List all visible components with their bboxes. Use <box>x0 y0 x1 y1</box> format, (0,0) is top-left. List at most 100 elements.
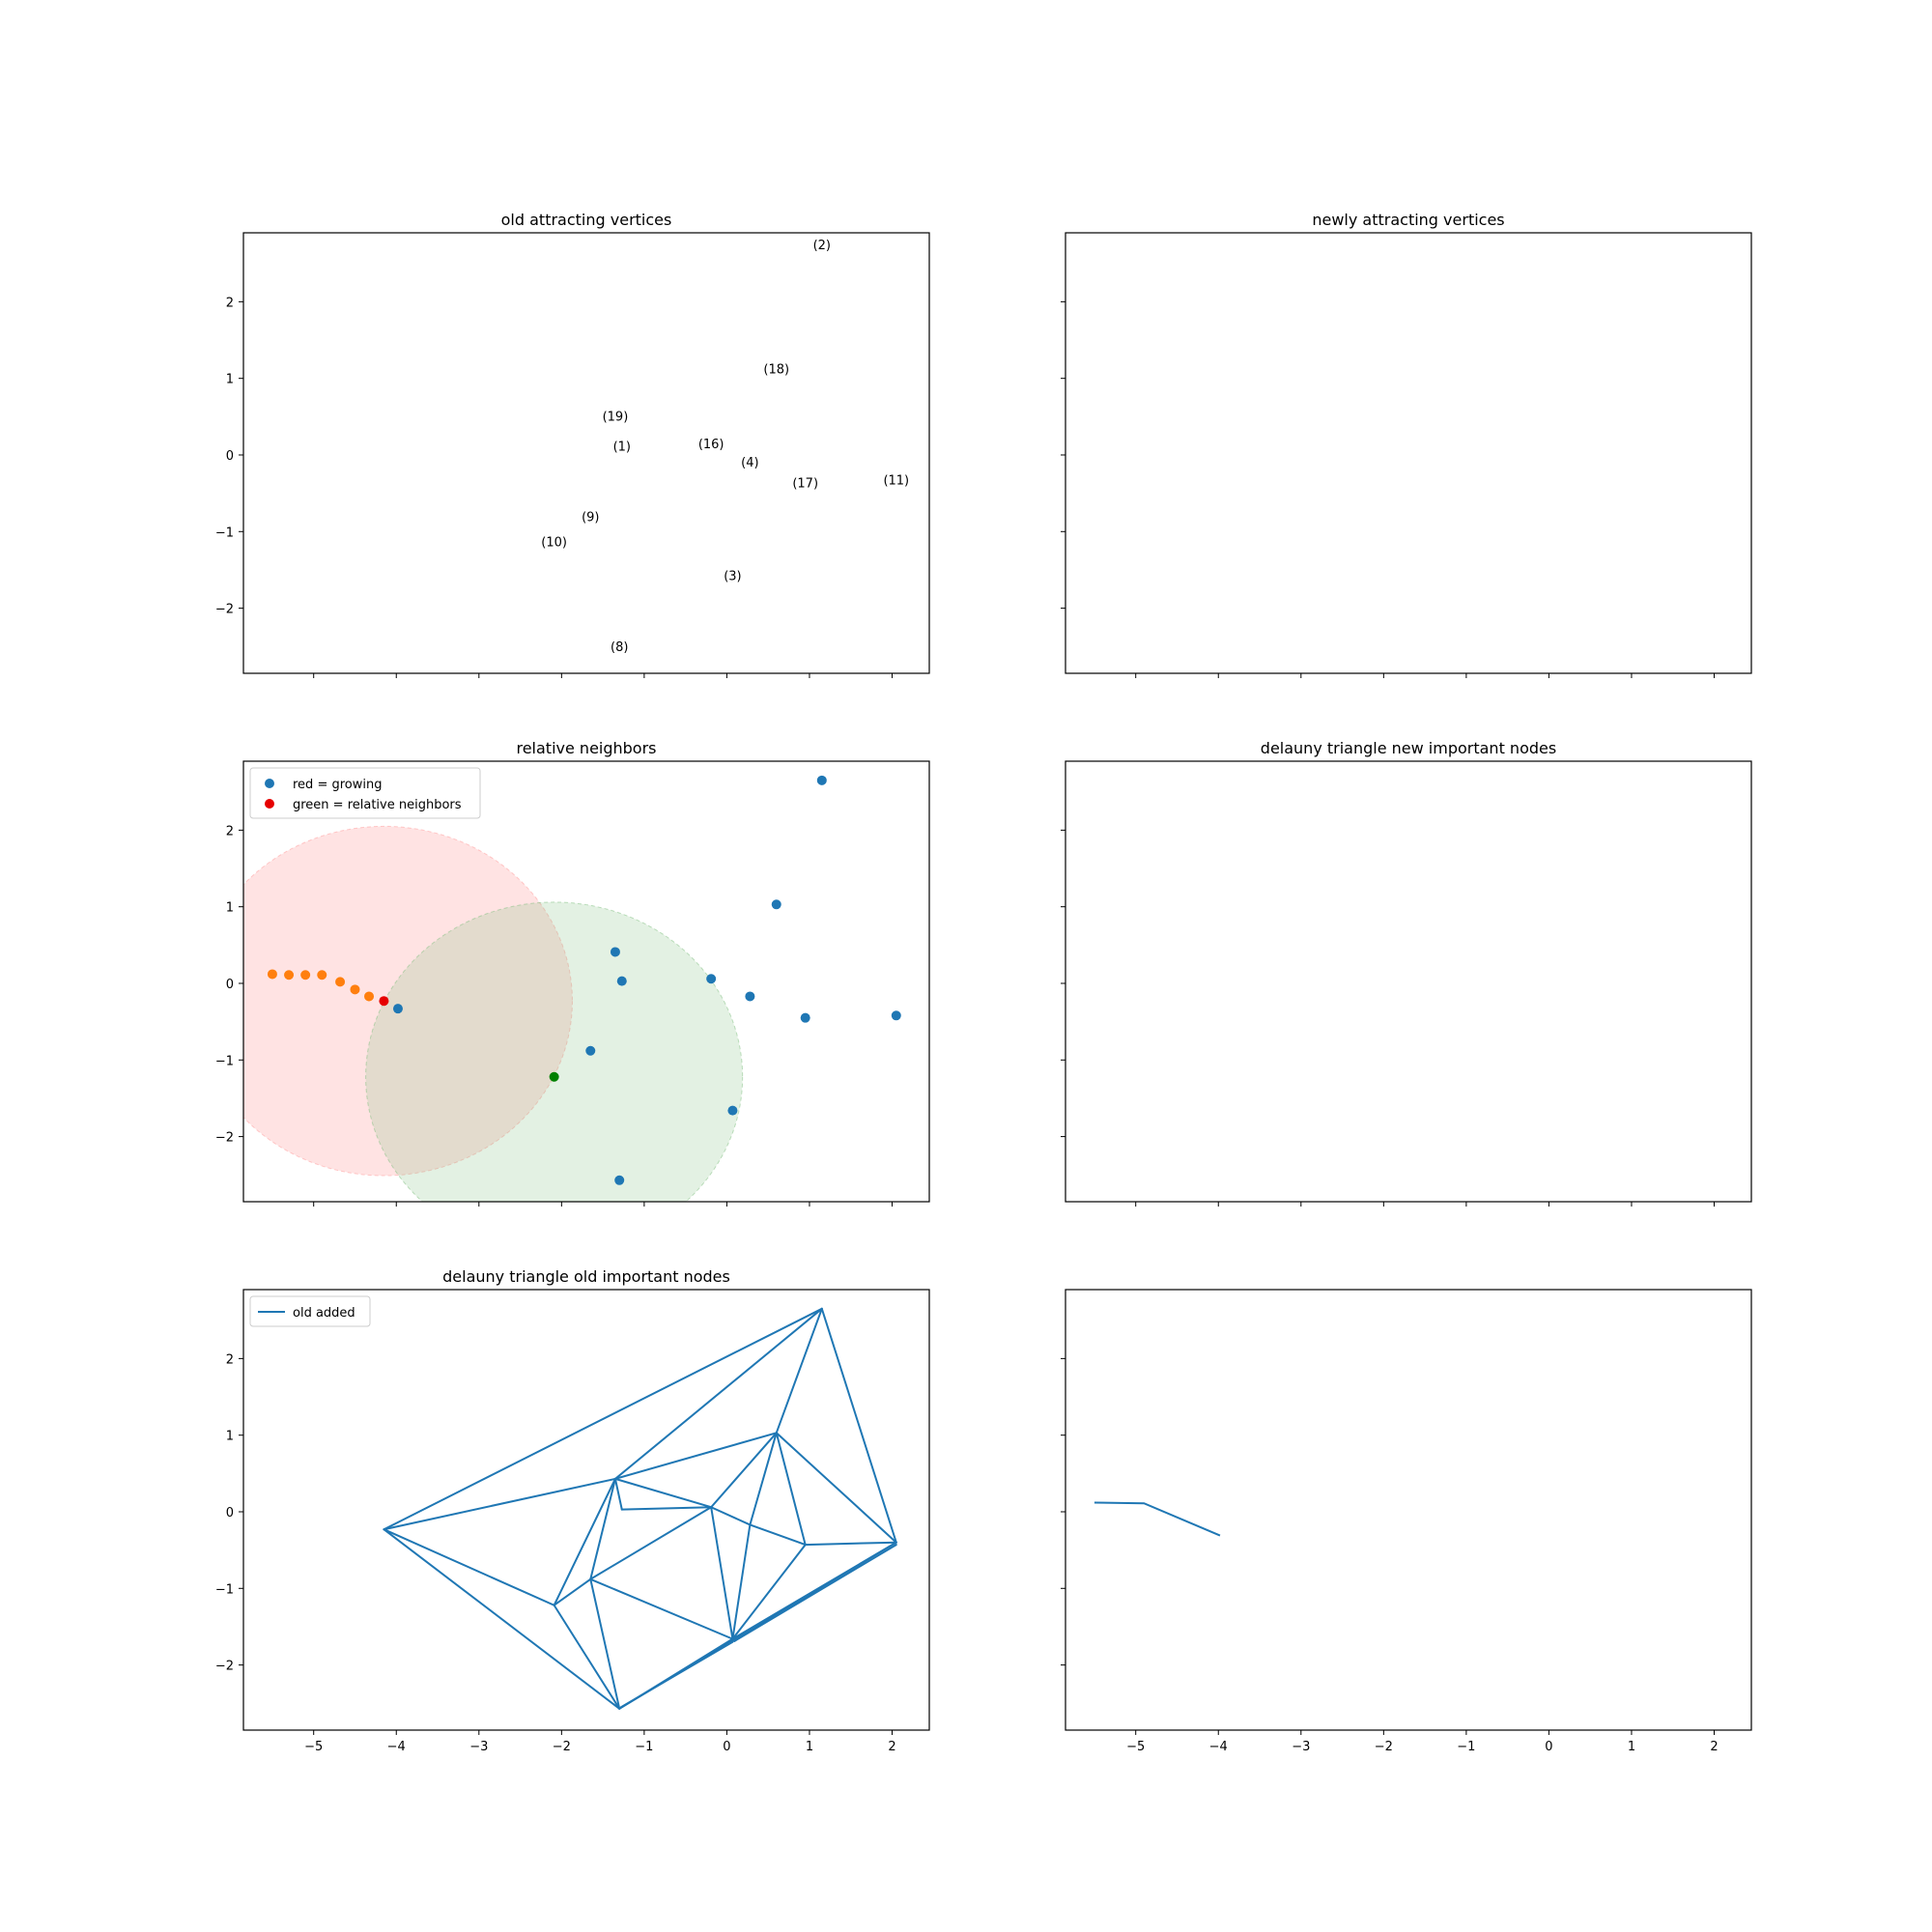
vertex-label: (9) <box>582 510 599 525</box>
x-tick-label: 0 <box>723 1740 730 1754</box>
plot-area-rel <box>243 775 901 1202</box>
y-tick-label: −1 <box>215 526 234 540</box>
plot-area-dright <box>1094 1501 1221 1537</box>
y-tick-label: 1 <box>226 901 234 916</box>
y-tick-label: 2 <box>226 296 234 310</box>
axes-frame <box>242 760 930 1203</box>
vertex-label: (3) <box>724 569 741 583</box>
edge-18 <box>589 1506 713 1580</box>
point-vertices-4 <box>706 974 717 984</box>
panel-rel: −2 −1 0 1 2 relative neighbors red = growing gr… <box>215 739 930 1207</box>
point-path-5 <box>350 984 360 995</box>
vertex-label: (8) <box>611 640 628 655</box>
edge-6 <box>820 1307 897 1544</box>
edge-22 <box>804 1541 897 1547</box>
y-tick-label: 0 <box>226 1506 234 1520</box>
edge-17 <box>710 1506 752 1526</box>
x-tick-label: −2 <box>1375 1740 1393 1754</box>
x-tick-label: −4 <box>1209 1740 1228 1754</box>
vertex-label: (18) <box>763 362 789 377</box>
legend: red = growing green = relative neighbors <box>249 767 481 819</box>
vertex-label: (19) <box>603 411 629 425</box>
region-circle-1 <box>365 901 744 1202</box>
edge-12 <box>620 1506 713 1511</box>
point-path-3 <box>317 970 327 980</box>
edge-23 <box>731 1544 807 1640</box>
x-tick-label: 2 <box>1710 1740 1718 1754</box>
edge-26 <box>553 1577 592 1606</box>
x-tick-label: −3 <box>1292 1740 1310 1754</box>
y-tick-label: 1 <box>226 373 234 387</box>
edge-32 <box>733 1544 897 1643</box>
x-tick-label: 2 <box>888 1740 895 1754</box>
plot-area-dold <box>383 1307 897 1710</box>
panel-title: relative neighbors <box>516 739 656 757</box>
edge-21 <box>731 1523 752 1640</box>
region-circle-0 <box>243 825 573 1177</box>
point-path-4 <box>335 977 346 987</box>
point-vertices-3 <box>616 976 627 986</box>
point-path-2 <box>300 970 311 980</box>
edge-7 <box>613 1432 778 1480</box>
panel-title: delauny triangle new important nodes <box>1261 739 1556 757</box>
edge-9 <box>613 1477 713 1509</box>
point-growing-0 <box>379 996 389 1007</box>
edge-3 <box>383 1528 621 1710</box>
edge-19 <box>710 1506 734 1640</box>
y-tick-label: 2 <box>226 824 234 838</box>
y-tick-label: 0 <box>226 449 234 464</box>
path-line <box>1094 1501 1221 1537</box>
point-vertices-8 <box>585 1045 596 1056</box>
edge-16 <box>775 1432 897 1544</box>
x-tick-label: −5 <box>1126 1740 1145 1754</box>
y-tick-label: 0 <box>226 978 234 992</box>
legend-box <box>249 1295 371 1327</box>
y-tick-label: −1 <box>215 1054 234 1068</box>
point-vertices-0 <box>816 775 827 785</box>
point-vertices-10 <box>614 1175 625 1185</box>
edge-11 <box>553 1477 616 1606</box>
legend-box <box>249 767 481 819</box>
point-relative-neighbors-0 <box>549 1071 559 1082</box>
x-tick-label: −2 <box>553 1740 571 1754</box>
legend-dot-marker <box>265 799 274 809</box>
vertex-label: (11) <box>883 473 909 488</box>
axes-frame <box>242 232 930 674</box>
vertex-label: (10) <box>541 536 567 551</box>
axes-frame <box>242 1289 930 1731</box>
panel-title: delauny triangle old important nodes <box>442 1267 730 1286</box>
x-tick-label: −4 <box>387 1740 406 1754</box>
panel-title: old attracting vertices <box>501 211 672 229</box>
y-tick-label: −2 <box>215 603 234 617</box>
vertex-label: (16) <box>698 438 724 452</box>
point-path-6 <box>364 991 375 1002</box>
x-tick-label: −1 <box>1457 1740 1475 1754</box>
edge-2 <box>383 1528 555 1606</box>
edge-27 <box>589 1577 734 1640</box>
legend-label: red = growing <box>293 778 382 792</box>
axes-frame <box>1065 1289 1752 1731</box>
edge-29 <box>553 1604 621 1710</box>
point-vertices-7 <box>891 1010 901 1021</box>
edge-8 <box>613 1477 623 1511</box>
y-tick-label: 2 <box>226 1352 234 1367</box>
y-tick-label: −2 <box>215 1131 234 1146</box>
x-tick-label: −3 <box>469 1740 488 1754</box>
panel-dold: −5 −4 −3 −2 −1 0 1 2 −2 −1 0 1 2 delauny triangle old… <box>215 1267 930 1754</box>
point-vertices-9 <box>727 1105 738 1116</box>
legend: old added <box>249 1295 371 1327</box>
x-tick-label: −1 <box>635 1740 653 1754</box>
vertex-label: (4) <box>741 456 758 470</box>
edge-15 <box>775 1432 807 1547</box>
vertex-label: (17) <box>792 477 818 492</box>
legend-label: old added <box>293 1306 355 1321</box>
panel-dnew: delauny triangle new important nodes <box>1061 739 1752 1207</box>
edge-31 <box>619 1640 734 1709</box>
legend-dot-marker <box>265 779 274 788</box>
edge-5 <box>775 1307 823 1435</box>
x-tick-label: −5 <box>304 1740 323 1754</box>
point-vertices-5 <box>745 991 755 1002</box>
axes-frame <box>1065 232 1752 674</box>
